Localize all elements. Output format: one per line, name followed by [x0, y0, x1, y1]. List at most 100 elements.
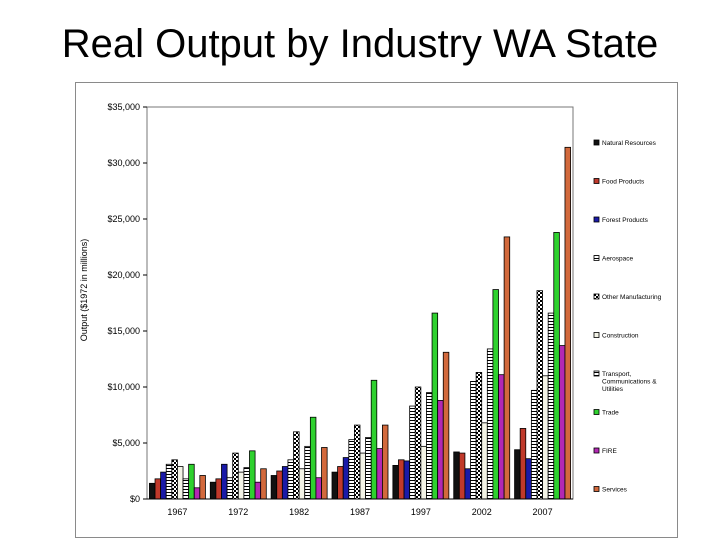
- bar-construction-2002: [481, 422, 488, 500]
- legend-swatch: [593, 216, 600, 223]
- bar-food-products-1982: [276, 470, 283, 500]
- bar-forest-products-1997: [403, 460, 411, 500]
- bar-aerospace-1997: [409, 405, 416, 500]
- legend-swatch: [593, 447, 600, 454]
- legend-label: Aerospace: [602, 256, 633, 263]
- bar-aerospace-1972: [226, 477, 234, 500]
- bar-food-products-1997: [398, 459, 405, 500]
- bar-other-manufacturing-2007: [536, 290, 543, 500]
- bar-trade-1967: [188, 463, 195, 500]
- bar-services-1967: [199, 475, 206, 500]
- legend-label: Utilities: [602, 386, 624, 393]
- x-tick-label: 1967: [167, 507, 187, 517]
- bar-fire-1982: [315, 477, 322, 500]
- bar-other-manufacturing-1997: [414, 386, 422, 500]
- legend-label: Forest Products: [602, 217, 649, 224]
- bar-construction-2007: [542, 375, 549, 500]
- bar-other-manufacturing-1972: [232, 452, 239, 500]
- bar-transport-communications-utilities-1967: [182, 478, 190, 500]
- bar-transport-communications-utilities-2007: [547, 312, 555, 500]
- y-tick-label: $35,000: [107, 102, 140, 112]
- x-tick-label: 2002: [472, 507, 492, 517]
- bar-trade-2007: [553, 232, 560, 500]
- y-axis-title: Output ($1972 in millions): [79, 239, 89, 342]
- bar-trade-2002: [492, 289, 499, 500]
- bar-forest-products-1972: [221, 463, 228, 500]
- bar-forest-products-2007: [525, 458, 532, 500]
- bar-forest-products-1982: [281, 466, 289, 500]
- legend-label: Services: [602, 487, 628, 494]
- bar-aerospace-1987: [348, 439, 355, 500]
- bar-fire-2002: [498, 374, 505, 500]
- bar-natural-resources-2007: [514, 449, 521, 500]
- x-tick-label: 2007: [533, 507, 553, 517]
- legend-label: Food Products: [602, 179, 645, 186]
- bar-aerospace-2002: [470, 380, 477, 500]
- bar-trade-1982: [309, 416, 317, 500]
- legend-label: Trade: [602, 410, 619, 417]
- bar-services-1987: [381, 424, 389, 500]
- bar-natural-resources-1987: [331, 471, 338, 500]
- legend-swatch: [593, 409, 600, 415]
- bar-construction-1967: [177, 466, 184, 500]
- bar-other-manufacturing-1987: [353, 424, 361, 500]
- bar-food-products-1972: [215, 478, 222, 500]
- bar-services-1997: [442, 351, 450, 500]
- bar-other-manufacturing-1982: [293, 431, 300, 500]
- bar-food-products-1967: [154, 478, 162, 500]
- y-tick-label: $15,000: [107, 326, 140, 336]
- bar-food-products-2002: [458, 452, 466, 500]
- bar-fire-1987: [376, 448, 383, 500]
- bar-fire-1972: [254, 481, 262, 500]
- bar-forest-products-1987: [342, 457, 350, 500]
- bar-aerospace-1982: [287, 459, 294, 500]
- bar-transport-communications-utilities-1982: [304, 445, 311, 500]
- bar-construction-1987: [359, 452, 366, 500]
- legend-swatch: [593, 293, 600, 300]
- legend-swatch: [593, 255, 600, 261]
- bar-fire-1997: [437, 400, 444, 500]
- y-tick-label: $0: [130, 494, 140, 504]
- bar-natural-resources-1967: [149, 482, 156, 500]
- x-tick-label: 1972: [228, 507, 248, 517]
- legend-swatch: [593, 178, 600, 184]
- y-tick-label: $30,000: [107, 158, 140, 168]
- bar-trade-1987: [370, 379, 378, 500]
- bar-forest-products-1967: [160, 471, 167, 500]
- bar-natural-resources-1982: [270, 475, 278, 500]
- legend-label: Transport,: [602, 371, 632, 378]
- bar-food-products-2007: [519, 428, 527, 500]
- bar-transport-communications-utilities-1997: [426, 392, 433, 500]
- bar-other-manufacturing-1967: [171, 459, 178, 500]
- x-tick-label: 1982: [289, 507, 309, 517]
- bar-trade-1997: [431, 312, 439, 500]
- bar-other-manufacturing-2002: [475, 372, 483, 500]
- bar-aerospace-1967: [165, 463, 173, 500]
- y-tick-label: $25,000: [107, 214, 140, 224]
- bar-construction-1982: [298, 468, 306, 500]
- y-tick-label: $10,000: [107, 382, 140, 392]
- bar-fire-2007: [558, 345, 566, 500]
- legend-label: Natural Resources: [602, 140, 657, 147]
- bar-natural-resources-1997: [392, 464, 399, 500]
- y-tick-label: $20,000: [107, 270, 140, 280]
- bar-services-1982: [321, 447, 328, 500]
- legend-label: FIRE: [602, 448, 617, 455]
- bar-natural-resources-2002: [453, 451, 460, 500]
- legend-swatch: [593, 139, 600, 146]
- bar-transport-communications-utilities-1972: [243, 467, 250, 500]
- bar-natural-resources-1972: [209, 481, 217, 500]
- bar-transport-communications-utilities-2002: [486, 348, 494, 500]
- bar-trade-1972: [249, 450, 256, 500]
- legend-label: Construction: [602, 333, 639, 340]
- bar-construction-1972: [237, 471, 245, 500]
- bar-services-1972: [260, 468, 267, 500]
- bar-food-products-1987: [337, 466, 344, 500]
- bar-construction-1997: [420, 445, 427, 500]
- legend-swatch: [593, 332, 600, 338]
- legend-swatch: [593, 486, 600, 492]
- slide-title: Real Output by Industry WA State: [61, 22, 659, 66]
- bar-transport-communications-utilities-1987: [365, 436, 372, 500]
- legend-swatch: [593, 370, 600, 377]
